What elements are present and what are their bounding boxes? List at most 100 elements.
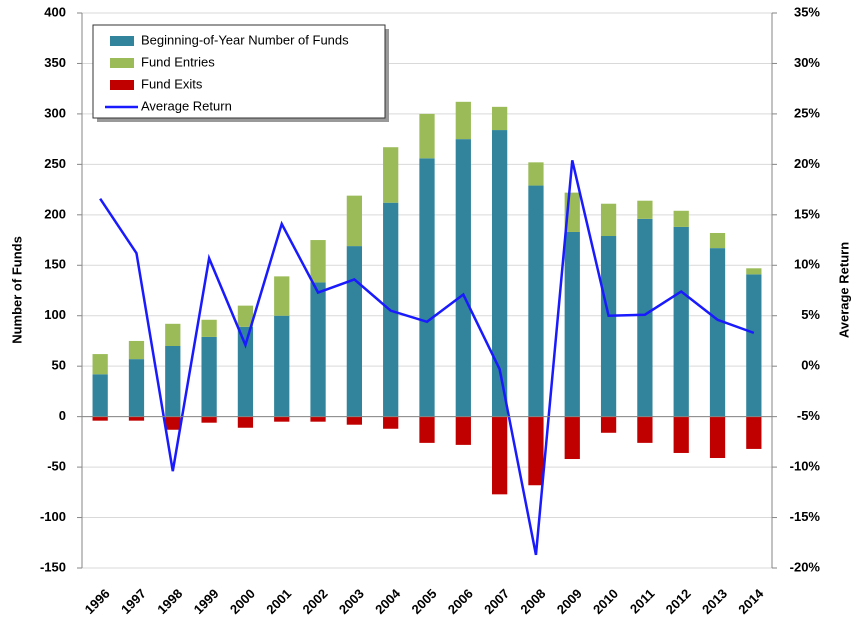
y2-tick-label: 15% [794, 206, 820, 221]
bar [383, 147, 399, 203]
bar [746, 416, 762, 449]
y2-tick-label: -15% [790, 509, 821, 524]
x-tick-label: 1997 [118, 586, 149, 617]
bar [600, 236, 617, 417]
bar [637, 200, 653, 219]
y-tick-label: 300 [44, 105, 66, 120]
bar [128, 340, 145, 360]
legend: Beginning-of-Year Number of Funds Fund En… [92, 24, 389, 122]
legend-swatch [110, 36, 134, 46]
bar [165, 323, 181, 346]
bar [528, 416, 544, 486]
y-tick-label: 400 [44, 4, 66, 19]
y2-tick-label: 25% [794, 105, 820, 120]
bar [201, 336, 217, 417]
y-axis-title: Number of Funds [9, 236, 24, 344]
y-tick-label: 100 [44, 307, 66, 322]
x-tick-label: 2012 [663, 586, 694, 617]
bar [455, 139, 471, 417]
bar [419, 158, 435, 417]
bar [310, 282, 326, 417]
x-tick-label: 1996 [82, 586, 113, 617]
y-tick-label: 0 [59, 408, 66, 423]
bar [637, 416, 653, 443]
y-tick-label: 50 [52, 358, 66, 373]
line [99, 160, 755, 556]
bar [492, 130, 508, 417]
legend-label: Fund Exits [141, 76, 203, 91]
bar [346, 416, 362, 425]
legend-swatch [110, 58, 134, 68]
legend-box [92, 24, 386, 119]
bar [310, 416, 326, 422]
bar [746, 268, 762, 275]
y2-tick-label: -5% [797, 408, 821, 423]
bar [564, 416, 580, 460]
bar [492, 416, 508, 495]
bar [128, 359, 145, 417]
x-tick-label: 2004 [372, 585, 404, 617]
y-tick-label: -100 [40, 509, 66, 524]
y2-tick-label: 35% [794, 4, 820, 19]
bar [201, 319, 217, 337]
bar [419, 113, 435, 159]
bar [528, 162, 544, 186]
y-tick-label: -50 [47, 459, 66, 474]
bar [274, 416, 290, 422]
x-tick-label: 2003 [336, 586, 367, 617]
x-tick-label: 2002 [300, 586, 331, 617]
bar [92, 374, 108, 417]
bar [564, 231, 580, 417]
bar [673, 226, 689, 417]
bar [237, 416, 254, 428]
x-tick-label: 2005 [408, 586, 439, 617]
x-tick-label: 2009 [554, 586, 585, 617]
bar [274, 276, 290, 316]
y-tick-label: -150 [40, 559, 66, 574]
x-tick-label: 2001 [263, 586, 294, 617]
x-tick-label: 2000 [227, 586, 258, 617]
x-tick-label: 1998 [154, 586, 185, 617]
y-tick-label: 350 [44, 55, 66, 70]
x-tick-label: 2006 [445, 586, 476, 617]
x-tick-label: 1999 [191, 586, 222, 617]
bar [274, 315, 290, 417]
bar [673, 210, 689, 227]
bar [346, 195, 362, 247]
bar [201, 416, 217, 423]
bar [92, 416, 108, 421]
bar [92, 354, 108, 375]
bar [709, 416, 726, 459]
y2-tick-label: 5% [801, 307, 820, 322]
bar [455, 416, 471, 445]
bar [492, 106, 508, 131]
bar [673, 416, 689, 453]
bar [165, 416, 181, 430]
bar [237, 305, 254, 327]
y2-tick-label: -10% [790, 459, 821, 474]
y2-axis-title: Average Return [836, 242, 851, 338]
x-tick-label: 2011 [627, 586, 658, 617]
y2-tick-label: 10% [794, 257, 820, 272]
bar [455, 101, 471, 140]
bar [528, 185, 544, 417]
legend-label: Fund Entries [141, 54, 215, 69]
bar [600, 203, 617, 237]
bar [310, 240, 326, 283]
legend-label: Beginning-of-Year Number of Funds [141, 32, 349, 47]
bar [746, 274, 762, 417]
bar [128, 416, 145, 421]
bar [709, 232, 726, 249]
y2-tick-label: 0% [801, 358, 820, 373]
y-tick-label: 200 [44, 206, 66, 221]
y2-tick-label: 30% [794, 55, 820, 70]
bar [237, 326, 254, 417]
y-tick-label: 250 [44, 156, 66, 171]
bar [419, 416, 435, 443]
x-tick-label: 2010 [590, 586, 621, 617]
x-tick-label: 2014 [735, 585, 767, 617]
bar [165, 346, 181, 417]
bar [383, 416, 399, 429]
y2-tick-label: 20% [794, 156, 820, 171]
